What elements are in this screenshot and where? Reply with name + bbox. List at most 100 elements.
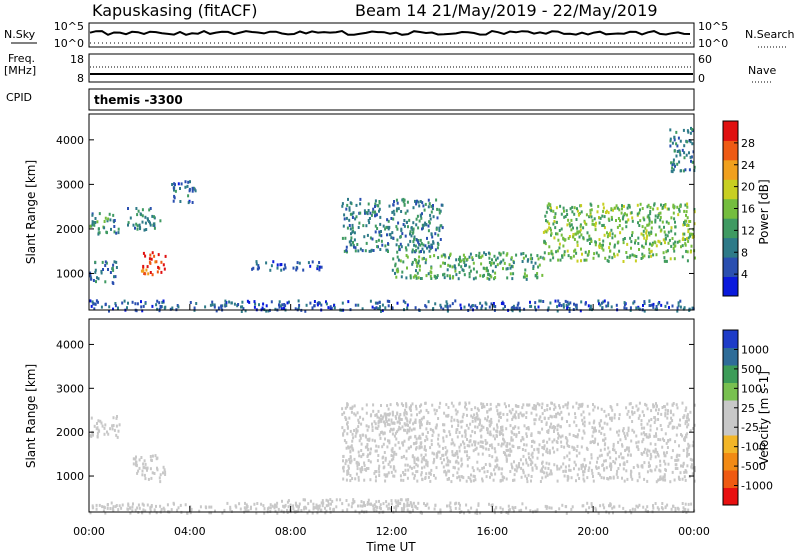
power-echo-cell — [465, 263, 467, 267]
power-echo-cell — [284, 304, 287, 308]
power-echo-cell — [104, 302, 107, 306]
velocity-echo-cell — [625, 406, 628, 410]
velocity-echo-cell — [678, 453, 681, 457]
power-echo-cell — [585, 258, 588, 262]
power-echo-cell — [436, 246, 439, 250]
velocity-echo-cell — [629, 453, 632, 457]
velocity-echo-cell — [598, 429, 601, 433]
velocity-echo-cell — [543, 409, 546, 412]
power-echo-cell — [151, 304, 154, 308]
velocity-echo-cell — [613, 416, 616, 420]
power-echo-cell — [350, 243, 353, 247]
power-echo-cell — [676, 306, 679, 310]
velocity-echo-cell — [179, 503, 182, 507]
power-echo-cell — [642, 304, 644, 307]
velocity-echo-cell — [530, 475, 533, 478]
velocity-echo-cell — [390, 458, 393, 462]
power-echo-cell — [406, 306, 409, 310]
power-echo-cell — [582, 236, 585, 240]
velocity-echo-cell — [97, 419, 100, 423]
velocity-echo-cell — [414, 434, 417, 438]
velocity-echo-cell — [374, 470, 377, 473]
power-echo-cell — [144, 215, 147, 219]
velocity-echo-cell — [468, 456, 471, 460]
velocity-echo-cell — [536, 456, 539, 460]
power-echo-cell — [586, 231, 589, 235]
velocity-echo-cell — [573, 467, 575, 471]
velocity-echo-cell — [607, 413, 610, 417]
velocity-echo-cell — [592, 479, 595, 483]
velocity-echo-cell — [361, 453, 364, 457]
velocity-echo-cell — [517, 413, 520, 417]
power-echo-cell — [655, 244, 658, 248]
velocity-echo-cell — [366, 438, 369, 442]
velocity-echo-cell — [658, 477, 661, 481]
velocity-echo-cell — [553, 438, 556, 442]
power-echo-cell — [329, 306, 332, 310]
power-echo-cell — [430, 210, 433, 214]
velocity-echo-cell — [325, 504, 328, 508]
velocity-echo-cell — [603, 506, 606, 510]
velocity-echo-cell — [663, 475, 666, 479]
power-echo-cell — [634, 241, 636, 245]
velocity-echo-cell — [277, 507, 280, 511]
velocity-echo-cell — [401, 425, 404, 429]
power-echo-cell — [659, 215, 662, 219]
power-echo-cell — [686, 259, 689, 263]
velocity-echo-cell — [378, 511, 381, 515]
velocity-echo-cell — [558, 406, 561, 410]
power-echo-cell — [585, 222, 588, 226]
velocity-echo-cell — [489, 407, 492, 411]
power-echo-cell — [280, 307, 283, 311]
velocity-echo-cell — [670, 416, 673, 420]
velocity-echo-cell — [311, 511, 314, 515]
velocity-echo-cell — [666, 412, 669, 416]
velocity-echo-cell — [458, 475, 460, 479]
power-echo-cell — [91, 222, 94, 226]
y-tick-label: 4000 — [56, 338, 84, 351]
velocity-echo-cell — [458, 431, 461, 434]
power-echo-cell — [534, 261, 537, 265]
velocity-echo-cell — [511, 505, 514, 509]
velocity-echo-cell — [549, 425, 551, 429]
velocity-echo-cell — [486, 418, 489, 422]
power-echo-cell — [430, 271, 433, 274]
power-echo-cell — [619, 219, 621, 223]
power-echo-cell — [387, 250, 389, 253]
power-echo-cell — [484, 301, 487, 305]
power-echo-cell — [516, 307, 519, 311]
power-echo-cell — [354, 246, 357, 250]
power-echo-cell — [284, 266, 287, 270]
velocity-echo-cell — [349, 449, 352, 453]
power-echo-cell — [644, 242, 647, 246]
velocity-echo-cell — [413, 458, 416, 462]
velocity-echo-cell — [525, 432, 528, 436]
power-echo-cell — [536, 276, 539, 280]
power-echo-cell — [380, 230, 382, 233]
velocity-echo-cell — [515, 434, 518, 438]
power-echo-cell — [558, 246, 561, 250]
power-echo-cell — [647, 255, 650, 259]
power-echo-cell — [318, 268, 321, 272]
power-echo-cell — [395, 243, 398, 247]
velocity-echo-cell — [364, 434, 367, 438]
velocity-echo-cell — [511, 408, 514, 412]
velocity-echo-cell — [298, 505, 300, 509]
velocity-echo-cell — [184, 503, 187, 507]
power-echo-cell — [615, 303, 618, 307]
velocity-echo-cell — [177, 506, 180, 510]
power-echo-cell — [608, 233, 611, 237]
velocity-echo-cell — [593, 419, 596, 423]
power-echo-cell — [261, 306, 264, 310]
power-echo-cell — [348, 206, 351, 210]
velocity-echo-cell — [378, 470, 381, 474]
velocity-echo-cell — [402, 443, 405, 447]
velocity-echo-cell — [394, 431, 397, 435]
power-echo-cell — [674, 240, 677, 244]
velocity-echo-cell — [358, 511, 361, 515]
power-echo-cell — [559, 258, 562, 262]
velocity-echo-cell — [643, 433, 646, 437]
velocity-echo-cell — [592, 421, 595, 425]
velocity-echo-cell — [607, 446, 610, 450]
velocity-echo-cell — [357, 421, 360, 425]
